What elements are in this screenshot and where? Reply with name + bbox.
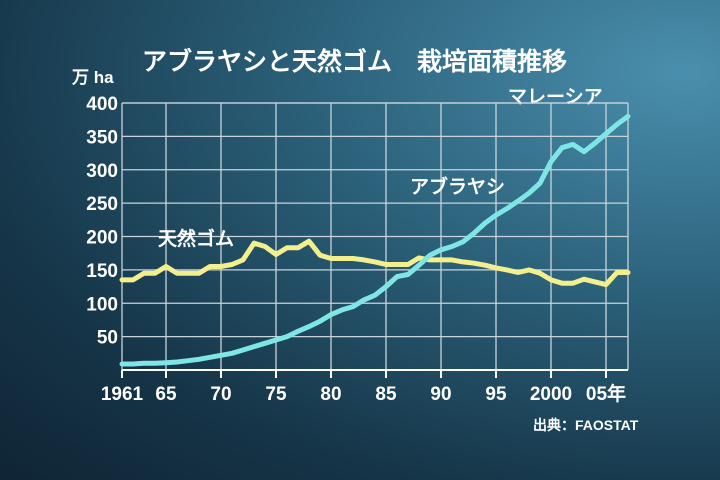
y-tick-label: 300 bbox=[86, 161, 118, 182]
x-tick-label: 75 bbox=[265, 384, 287, 405]
y-tick-label: 50 bbox=[97, 328, 118, 349]
region-label: マレーシア bbox=[508, 87, 603, 108]
x-axis-ticks: 1961 65 70 75 80 85 90 95 2000 05年 bbox=[101, 370, 626, 405]
x-tick-label: 1961 bbox=[101, 384, 144, 405]
y-tick-label: 150 bbox=[86, 261, 118, 282]
x-tick-label: 95 bbox=[485, 384, 507, 405]
y-tick-label: 100 bbox=[86, 294, 118, 315]
x-tick-label: 05年 bbox=[586, 382, 626, 405]
chart-title: アブラヤシと天然ゴム 栽培面積推移 bbox=[142, 47, 567, 76]
x-tick-label: 2000 bbox=[530, 384, 572, 405]
series-line-oil-palm bbox=[119, 113, 631, 367]
x-tick-label: 80 bbox=[320, 384, 341, 405]
x-tick-label: 70 bbox=[210, 384, 231, 405]
source-note: 出典：FAOSTAT bbox=[533, 417, 639, 433]
series-line-rubber bbox=[119, 238, 631, 288]
y-axis-ticks: 400 350 300 250 200 150 100 50 bbox=[86, 94, 118, 349]
x-tick-label: 65 bbox=[155, 384, 177, 405]
series-label-rubber: 天然ゴム bbox=[158, 227, 234, 250]
series-label-oil-palm: アブラヤシ bbox=[410, 175, 505, 198]
series-lines bbox=[119, 113, 631, 367]
y-tick-label: 250 bbox=[86, 194, 118, 215]
y-tick-label: 350 bbox=[86, 127, 118, 148]
x-tick-label: 85 bbox=[375, 384, 397, 405]
y-tick-label: 400 bbox=[86, 94, 118, 115]
x-tick-label: 90 bbox=[430, 384, 451, 405]
y-tick-label: 200 bbox=[86, 228, 118, 249]
y-axis-unit-label: 万 ha bbox=[71, 68, 114, 87]
